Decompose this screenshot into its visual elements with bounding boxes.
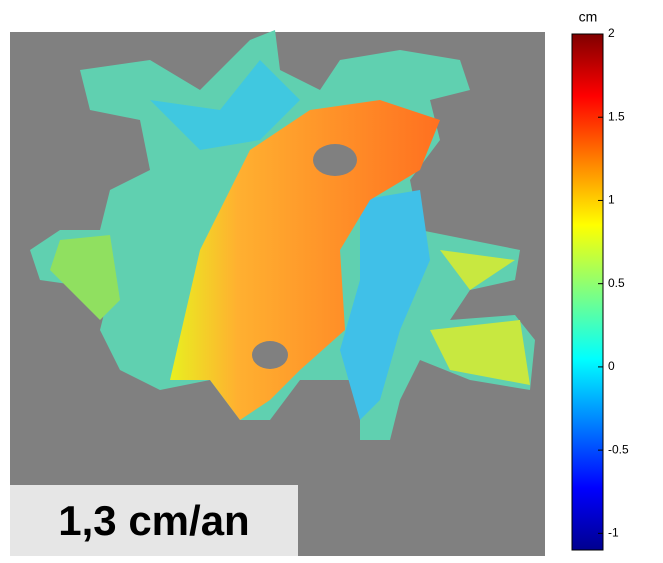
tick-label: -1 [608, 526, 619, 540]
colorbar-unit: cm [579, 9, 598, 25]
velocity-label: 1,3 cm/an [58, 497, 249, 544]
colorbar [572, 34, 603, 550]
gap [252, 341, 288, 369]
tick-label: -0.5 [608, 442, 629, 456]
tick-label: 0.5 [608, 276, 625, 290]
tick-label: 1.5 [608, 109, 625, 123]
tick-label: 2 [608, 26, 615, 40]
tick-label: 0 [608, 359, 615, 373]
tick-label: 1 [608, 193, 615, 207]
figure: 1,3 cm/an cm 2 1.5 1 0.5 0 -0.5 -1 [0, 0, 663, 558]
gap [313, 144, 357, 176]
